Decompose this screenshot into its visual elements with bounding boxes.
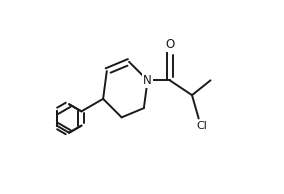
Text: N: N	[143, 74, 152, 87]
Text: O: O	[165, 38, 174, 51]
Text: Cl: Cl	[197, 121, 208, 131]
